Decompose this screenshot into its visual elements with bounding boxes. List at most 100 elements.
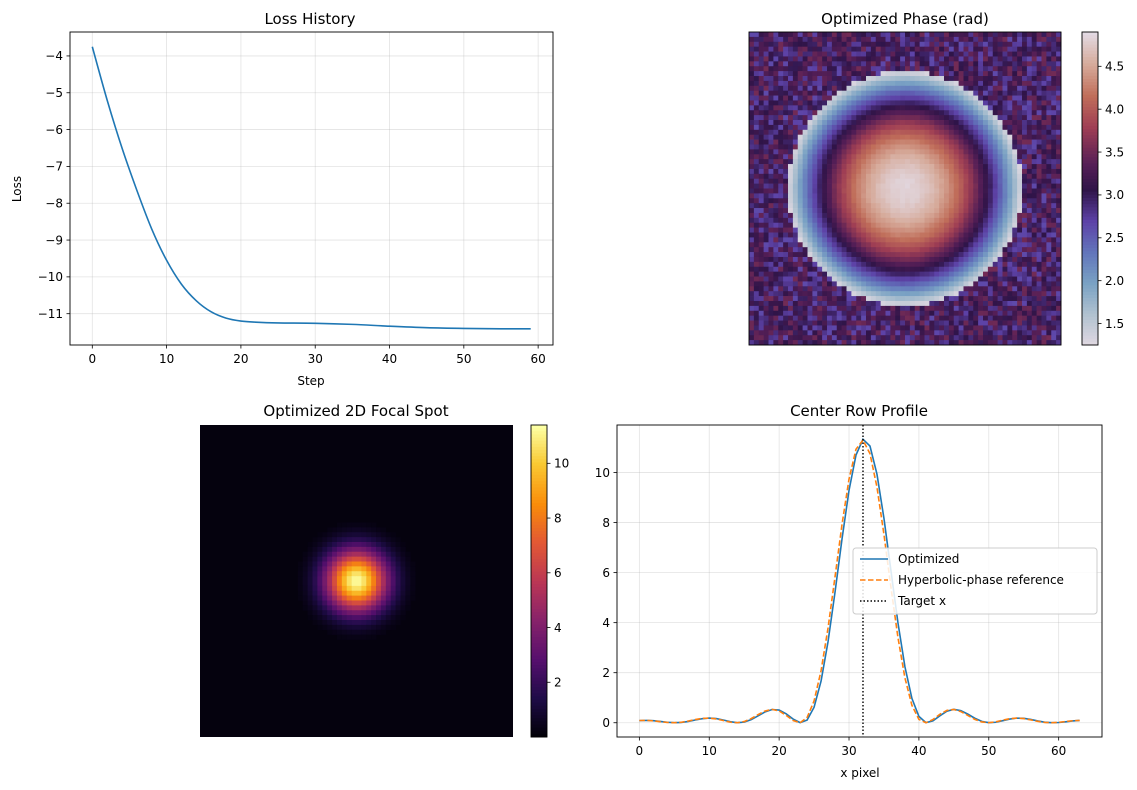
phase-pixel xyxy=(1002,51,1008,57)
phase-pixel xyxy=(924,256,930,263)
phase-pixel xyxy=(890,256,896,263)
phase-pixel xyxy=(797,212,803,219)
phase-pixel xyxy=(827,110,833,116)
phase-pixel xyxy=(958,198,964,204)
phase-pixel xyxy=(983,164,989,170)
phase-pixel xyxy=(753,212,760,219)
phase-pixel xyxy=(948,134,955,140)
focal-pixel xyxy=(356,605,362,611)
phase-pixel xyxy=(909,110,916,116)
phase-pixel xyxy=(875,276,881,282)
phase-pixel xyxy=(885,95,891,101)
phase-pixel xyxy=(919,115,925,121)
phase-pixel xyxy=(958,61,964,67)
phase-pixel xyxy=(807,330,813,336)
phase-pixel xyxy=(866,149,872,155)
phase-pixel xyxy=(924,325,930,331)
phase-pixel xyxy=(948,320,955,326)
focal-pixel xyxy=(327,605,333,611)
phase-pixel xyxy=(939,237,945,243)
phase-pixel xyxy=(953,237,959,243)
phase-pixel xyxy=(963,198,969,204)
phase-pixel xyxy=(963,237,969,243)
phase-pixel xyxy=(1026,276,1033,282)
phase-pixel xyxy=(1031,237,1037,243)
phase-pixel xyxy=(1017,188,1023,194)
phase-pixel xyxy=(817,237,823,243)
focal-pixel xyxy=(400,605,406,611)
phase-pixel xyxy=(1002,296,1008,302)
phase-pixel xyxy=(758,71,764,77)
phase-pixel xyxy=(807,90,813,96)
phase-pixel xyxy=(753,110,760,116)
phase-pixel xyxy=(1056,305,1062,312)
focal-pixel xyxy=(307,610,313,616)
phase-pixel xyxy=(1031,90,1037,96)
phase-pixel xyxy=(1002,276,1008,282)
phase-pixel xyxy=(885,340,891,346)
focal-pixel xyxy=(410,561,416,567)
phase-pixel xyxy=(934,66,940,72)
phase-pixel xyxy=(768,61,774,67)
phase-pixel xyxy=(827,183,833,189)
phase-pixel xyxy=(1026,164,1033,170)
phase-pixel xyxy=(909,36,916,43)
phase-pixel xyxy=(1007,80,1013,87)
phase-pixel xyxy=(1022,217,1028,224)
phase-pixel xyxy=(807,76,813,82)
phase-pixel xyxy=(1007,115,1013,121)
phase-pixel xyxy=(1022,261,1028,268)
phase-pixel xyxy=(914,168,920,175)
phase-pixel xyxy=(914,154,920,160)
phase-pixel xyxy=(836,144,842,150)
phase-pixel xyxy=(1031,227,1037,233)
phase-pixel xyxy=(909,85,916,92)
focal-colorbar-segment xyxy=(531,446,547,451)
phase-pixel xyxy=(983,41,989,48)
phase-pixel xyxy=(997,232,1003,238)
phase-pixel xyxy=(1051,208,1057,214)
phase-pixel xyxy=(900,242,906,248)
focal-pixel xyxy=(356,537,362,543)
phase-pixel xyxy=(768,232,774,238)
phase-pixel xyxy=(944,271,950,277)
phase-pixel xyxy=(768,296,774,302)
focal-pixel xyxy=(317,600,323,606)
phase-pixel xyxy=(1017,120,1023,126)
phase-pixel xyxy=(870,252,877,258)
phase-pixel xyxy=(939,76,945,82)
phase-pixel xyxy=(831,256,838,263)
phase-pixel xyxy=(870,330,877,336)
phase-pixel xyxy=(919,168,925,175)
phase-pixel xyxy=(778,56,784,62)
phase-pixel xyxy=(753,227,760,233)
phase-pixel xyxy=(997,71,1003,77)
focal-pixel xyxy=(380,620,387,626)
phase-pixel xyxy=(919,56,925,62)
phase-pixel xyxy=(1046,208,1052,214)
phase-pixel xyxy=(1041,193,1047,199)
phase-pixel xyxy=(987,144,994,150)
phase-colorbar-segment xyxy=(1082,323,1098,327)
focal-pixel xyxy=(366,605,372,611)
phase-pixel xyxy=(1022,168,1028,175)
phase-pixel xyxy=(870,41,877,48)
phase-pixel xyxy=(905,144,911,150)
phase-pixel xyxy=(851,95,857,101)
phase-pixel xyxy=(934,330,940,336)
phase-pixel xyxy=(758,115,764,121)
phase-pixel xyxy=(753,178,760,184)
phase-pixel xyxy=(997,340,1003,346)
phase-pixel xyxy=(866,296,872,302)
phase-pixel xyxy=(1056,271,1062,277)
phase-pixel xyxy=(802,291,808,297)
phase-pixel xyxy=(792,110,799,116)
phase-pixel xyxy=(1026,203,1033,209)
phase-pixel xyxy=(812,36,818,43)
phase-pixel xyxy=(851,110,857,116)
focal-pixel xyxy=(346,576,352,582)
phase-pixel xyxy=(914,232,920,238)
phase-pixel xyxy=(939,154,945,160)
phase-pixel xyxy=(905,310,911,317)
phase-pixel xyxy=(778,95,784,101)
